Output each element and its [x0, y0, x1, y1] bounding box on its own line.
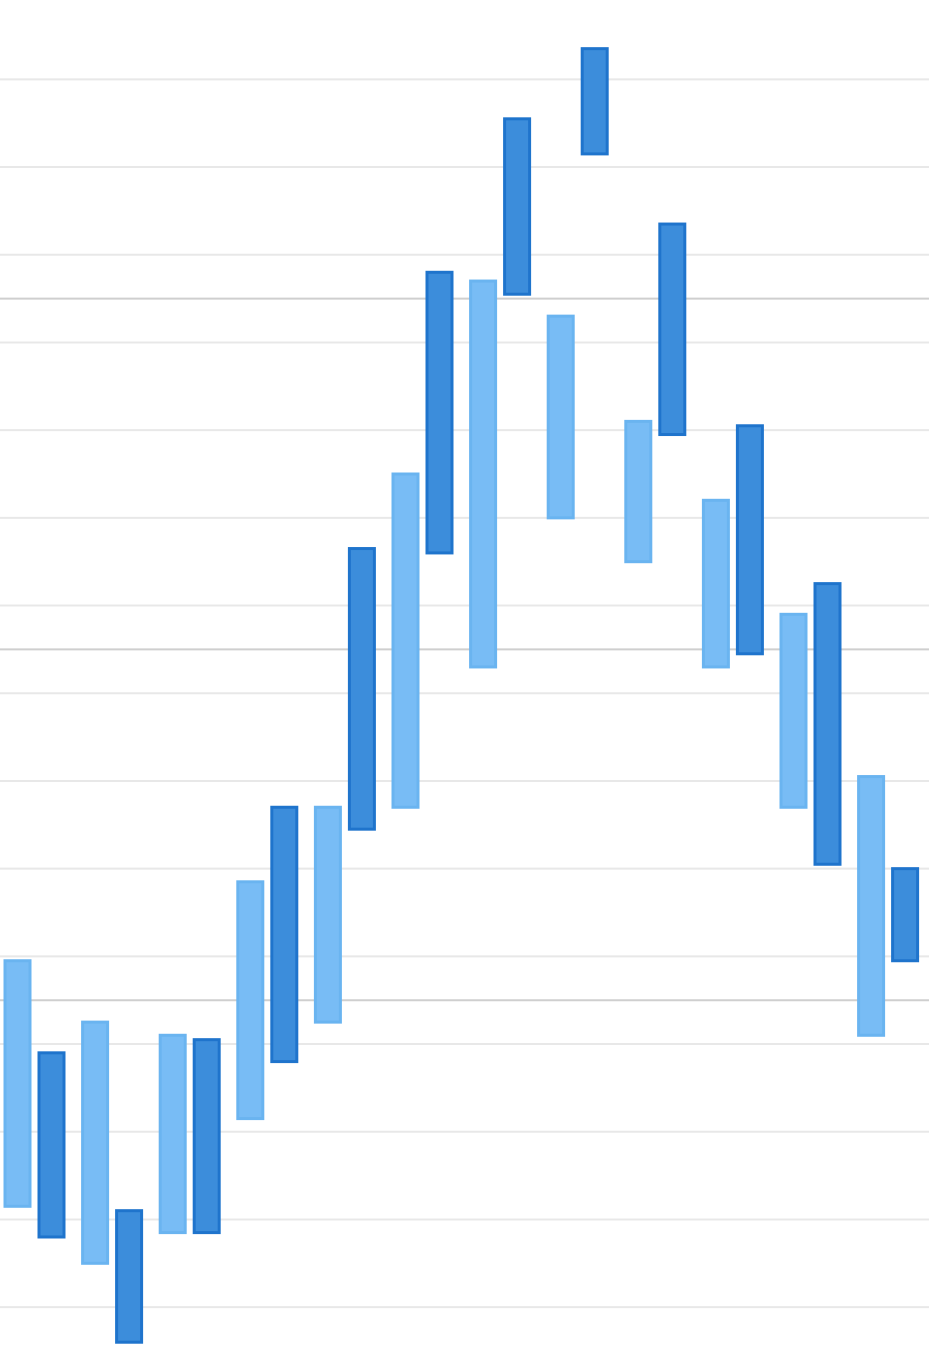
bar-series-2-9: [658, 222, 687, 437]
bar-series-1-1: [3, 959, 32, 1208]
bar-series-1-6: [391, 472, 420, 809]
bar-series-2-3: [192, 1038, 221, 1235]
bar-series-1-10: [701, 498, 730, 669]
bar-series-2-11: [813, 582, 842, 866]
bar-series-1-3: [158, 1033, 187, 1235]
bar-series-2-8: [580, 47, 609, 156]
bar-series-2-2: [115, 1209, 144, 1344]
bar-series-2-4: [270, 805, 299, 1064]
bar-series-1-8: [546, 314, 575, 520]
bar-series-1-11: [779, 612, 808, 809]
bar-series-2-5: [347, 547, 376, 831]
bars: [3, 47, 920, 1344]
bar-series-2-10: [735, 424, 764, 656]
bar-series-1-12: [857, 775, 886, 1037]
bar-series-1-7: [469, 279, 498, 669]
bar-series-1-4: [236, 880, 265, 1121]
bar-series-2-6: [425, 270, 454, 555]
bar-series-2-12: [891, 867, 920, 963]
gridlines: [0, 78, 929, 1309]
bar-series-2-1: [37, 1051, 66, 1239]
bar-series-1-2: [81, 1020, 110, 1265]
bar-series-1-5: [313, 805, 342, 1024]
bar-series-1-9: [624, 419, 653, 564]
bar-series-2-7: [503, 117, 532, 296]
